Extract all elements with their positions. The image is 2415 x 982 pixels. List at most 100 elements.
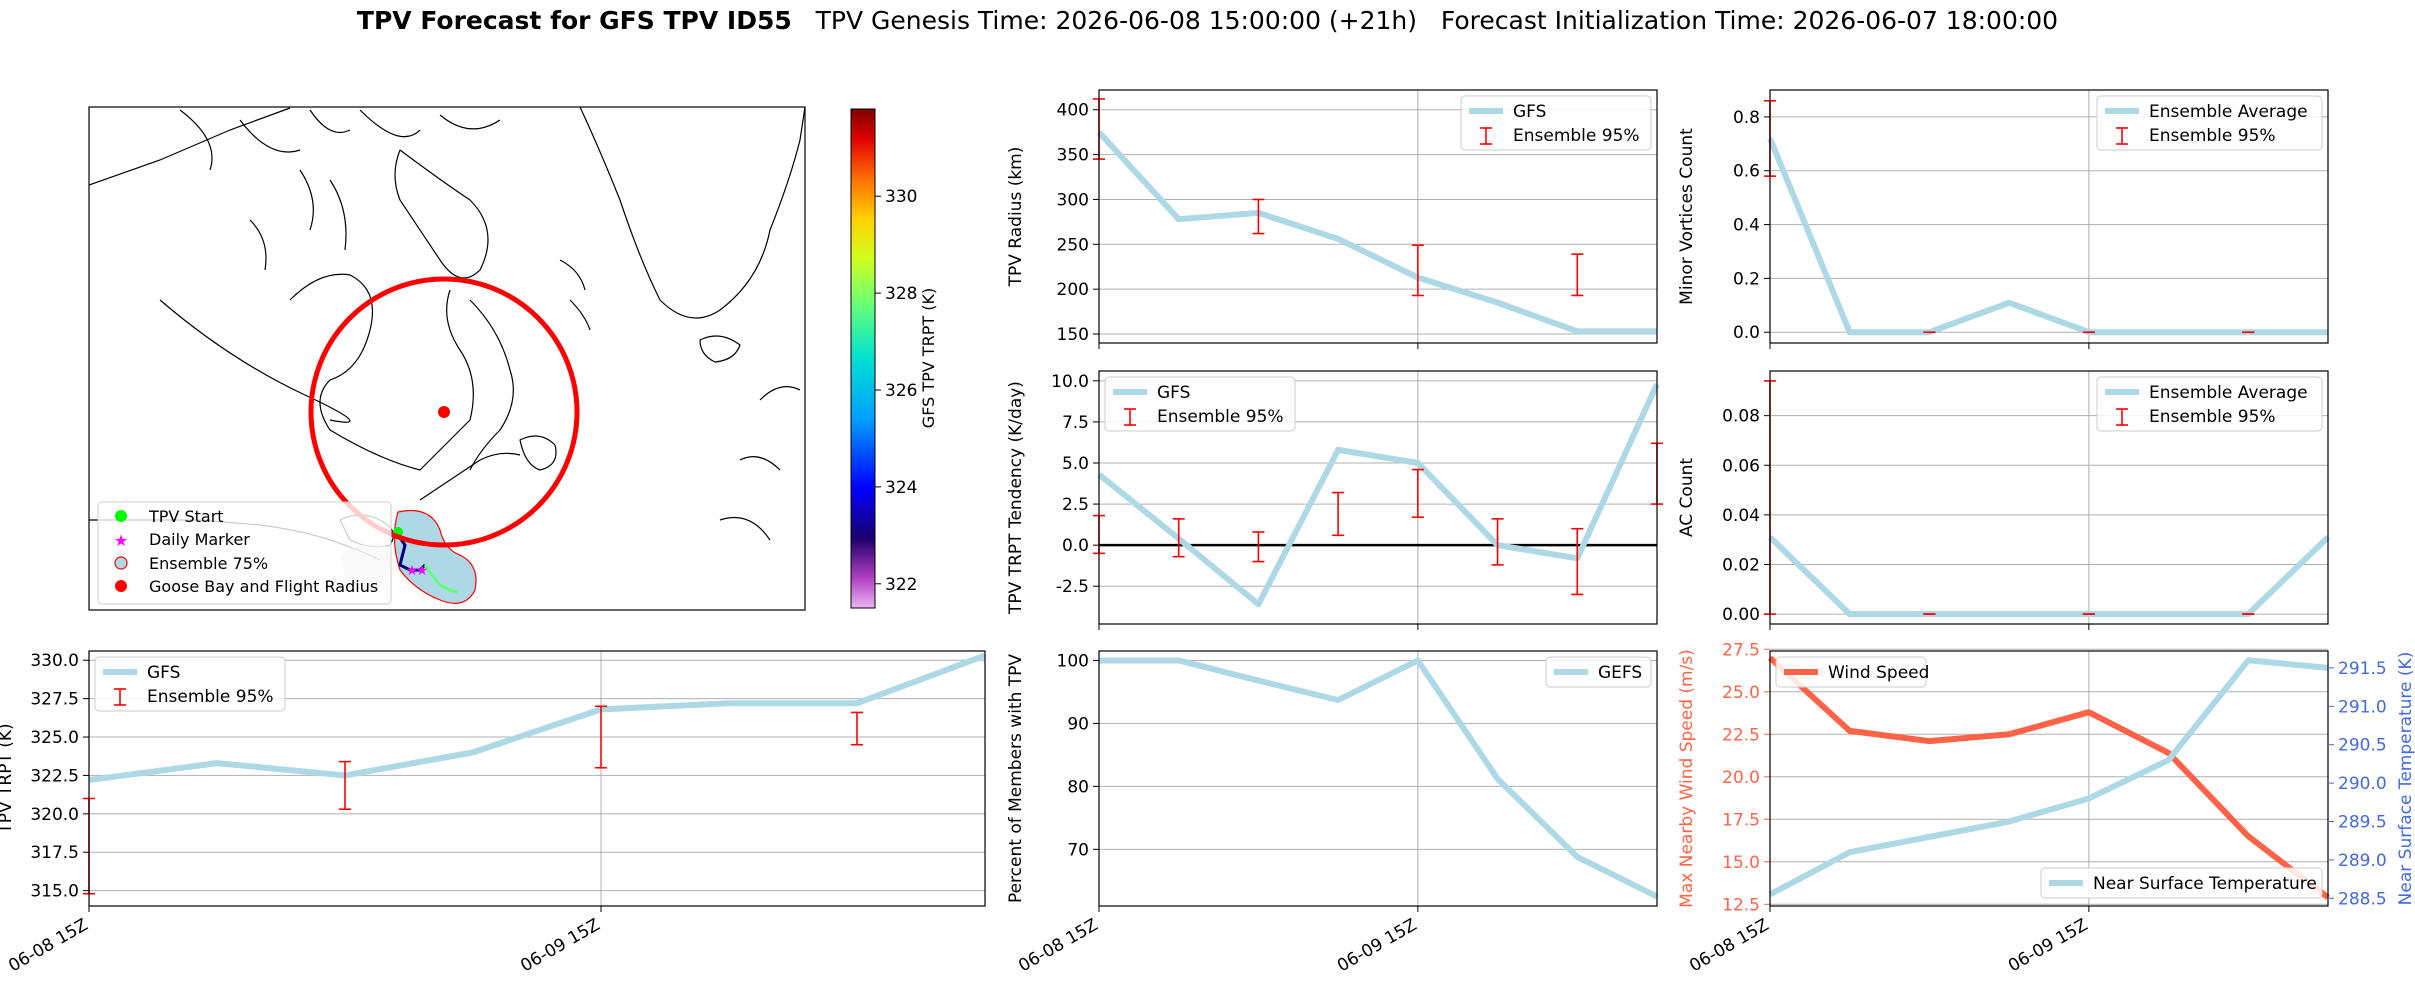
figure-init: Forecast Initialization Time: 2026-06-07… <box>1440 6 2059 35</box>
y-tick-label: 0.08 <box>1722 407 1760 427</box>
y-tick-label: 0.0 <box>1733 323 1760 343</box>
x-tick-label: 06-08 15Z <box>5 915 91 976</box>
y-tick-label: 80 <box>1067 777 1089 797</box>
map-st-lawrence <box>419 452 521 501</box>
y-tick-label: 200 <box>1057 280 1089 300</box>
map-newfoundland <box>519 435 557 471</box>
y-tick-label: 320.0 <box>30 805 79 825</box>
map-panel[interactable]: ★ ★ TPV Start ★ Daily Marker Ensemble 75… <box>88 106 938 611</box>
x-tick-label: 06-08 15Z <box>1686 915 1772 976</box>
y-tick-label: 20.0 <box>1722 768 1760 788</box>
map-canada-border-west <box>159 299 351 423</box>
chart-members[interactable]: 70 80 90 100 06-08 15Z 06-09 15Z Percent of Me… <box>1006 650 1659 976</box>
legend-label: GEFS <box>1598 663 1642 683</box>
legend-box <box>94 656 286 712</box>
ensemble-errorbar <box>1172 518 1185 558</box>
y-tick-label: 27.5 <box>1722 640 1760 660</box>
map-legend: TPV Start ★ Daily Marker Ensemble 75% Go… <box>97 501 392 605</box>
ensemble-errorbar <box>1571 527 1584 596</box>
y-tick-label: 350 <box>1057 146 1089 166</box>
legend-label: Ensemble Average <box>2149 102 2308 122</box>
map-baffin-island <box>394 149 489 279</box>
colorbar-tick-label: 326 <box>885 381 917 401</box>
series-line-gfs <box>1096 130 1657 335</box>
colorbar-tick-label: 328 <box>885 284 917 304</box>
ensemble-errorbar <box>1411 468 1424 519</box>
y-axis-label: AC Count <box>1677 458 1697 537</box>
x-tick-label: 06-09 15Z <box>2005 915 2091 976</box>
ensemble-errorbar <box>595 705 607 769</box>
y-tick-label: 0.02 <box>1722 555 1760 575</box>
legend-box <box>1104 376 1296 432</box>
y-tick-label: 325.0 <box>30 728 79 748</box>
ensemble-errorbar <box>1252 531 1265 563</box>
y-right-axis-label: Near Surface Temperature (K) <box>2396 652 2415 906</box>
legend-label: Ensemble 95% <box>147 687 274 707</box>
legend-label: Near Surface Temperature <box>2093 874 2317 894</box>
legend-label: Ensemble 95% <box>2149 407 2276 427</box>
chart-trpt[interactable]: 315.0 317.5 320.0 322.5 325.0 327.5 330.0 06-08… <box>0 650 987 976</box>
x-tick-label: 06-08 15Z <box>1015 915 1101 976</box>
y-right-tick-label: 291.0 <box>2338 697 2387 717</box>
y-axis-label: Minor Vortices Count <box>1677 128 1697 305</box>
axes-frame <box>1769 89 2329 344</box>
legend-label: Ensemble 95% <box>1513 126 1640 146</box>
axes-frame <box>1769 650 2329 907</box>
y-tick-label: 0.4 <box>1733 216 1760 236</box>
series-line-wind-speed <box>1767 655 2330 900</box>
y-tick-label: 0.8 <box>1733 108 1760 128</box>
y-tick-label: 17.5 <box>1722 810 1760 830</box>
legend-box <box>2096 95 2323 151</box>
ensemble-errorbar <box>851 711 863 746</box>
y-tick-label: 70 <box>1067 840 1089 860</box>
chart-tendency[interactable]: -2.5 0.0 2.5 5.0 7.5 10.0 TPV TRPT Tendency (K… <box>1006 370 1663 630</box>
ensemble-75-region <box>393 509 477 604</box>
y-tick-label: 0.0 <box>1062 536 1089 556</box>
ensemble-errorbar <box>339 760 351 811</box>
tpv-track-tail <box>423 564 459 594</box>
legend-box <box>2040 867 2323 899</box>
y-tick-label: 12.5 <box>1722 895 1760 915</box>
legend-label: GFS <box>147 663 180 683</box>
axes-frame <box>88 650 986 907</box>
figure-genesis: TPV Genesis Time: 2026-06-08 15:00:00 (+… <box>815 6 1418 35</box>
chart-wind_temp[interactable]: 12.5 15.0 17.5 20.0 22.5 25.0 27.5 06-08 15Z 06-… <box>1677 640 2415 976</box>
y-tick-label: 250 <box>1057 235 1089 255</box>
y-axis-label: TPV TRPT (K) <box>0 723 16 834</box>
legend-ensemble-icon <box>114 556 128 570</box>
colorbar-ticks: 322 324 326 328 330 <box>875 187 917 595</box>
axes-frame <box>1098 650 1658 907</box>
chart-radius[interactable]: 150 200 250 300 350 400 TPV Radius (km) GFS Ense… <box>1006 89 1658 349</box>
chart-ac[interactable]: 0.00 0.02 0.04 0.06 0.08 AC Count Ensemble Ave… <box>1677 370 2331 630</box>
legend: GFS Ensemble 95% <box>94 656 286 712</box>
map-frame <box>88 106 806 611</box>
series-line-ensemble-average <box>1767 137 2328 336</box>
legend-label: Ensemble 95% <box>1157 407 1284 427</box>
y-tick-label: 0.00 <box>1722 605 1760 625</box>
y-axis-label: Percent of Members with TPV <box>1006 654 1026 903</box>
legend-label: GFS <box>1513 102 1546 122</box>
tpv-track <box>396 534 427 572</box>
y-tick-label: 0.04 <box>1722 506 1760 526</box>
y-tick-label: 5.0 <box>1062 454 1089 474</box>
legend-label: Ensemble Average <box>2149 383 2308 403</box>
figure-title: TPV Forecast for GFS TPV ID55 TPV Genesi… <box>0 6 2415 35</box>
legend: Ensemble Average Ensemble 95% <box>2096 95 2323 151</box>
legend-wind: Wind Speed <box>1775 656 1929 688</box>
y-tick-label: 315.0 <box>30 882 79 902</box>
colorbar: 322 324 326 328 330 GFS TPV TRPT (K) <box>850 108 938 609</box>
ensemble-errorbar <box>1491 518 1504 566</box>
axes-frame <box>1098 370 1658 625</box>
chart-minor[interactable]: 0.0 0.2 0.4 0.6 0.8 Minor Vortices Count Ensem… <box>1677 89 2329 349</box>
y-tick-label: 7.5 <box>1062 413 1089 433</box>
legend-box <box>1775 656 1927 688</box>
y-tick-label: 22.5 <box>1722 725 1760 745</box>
axes-frame <box>1098 89 1658 344</box>
y-axis-label: Max Nearby Wind Speed (m/s) <box>1677 649 1697 908</box>
y-tick-label: 15.0 <box>1722 853 1760 873</box>
legend-box <box>2096 376 2323 432</box>
legend-tpv-start: TPV Start <box>148 507 224 526</box>
map-arctic-islands <box>179 109 501 171</box>
daily-marker-star-2: ★ <box>416 563 429 579</box>
legend-tpv-start-icon <box>115 510 127 522</box>
